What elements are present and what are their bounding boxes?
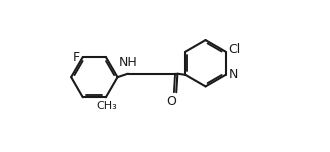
Text: NH: NH <box>118 56 137 69</box>
Text: O: O <box>167 95 177 107</box>
Text: N: N <box>229 68 239 81</box>
Text: F: F <box>73 51 80 64</box>
Text: CH₃: CH₃ <box>97 101 117 111</box>
Text: Cl: Cl <box>228 43 241 56</box>
